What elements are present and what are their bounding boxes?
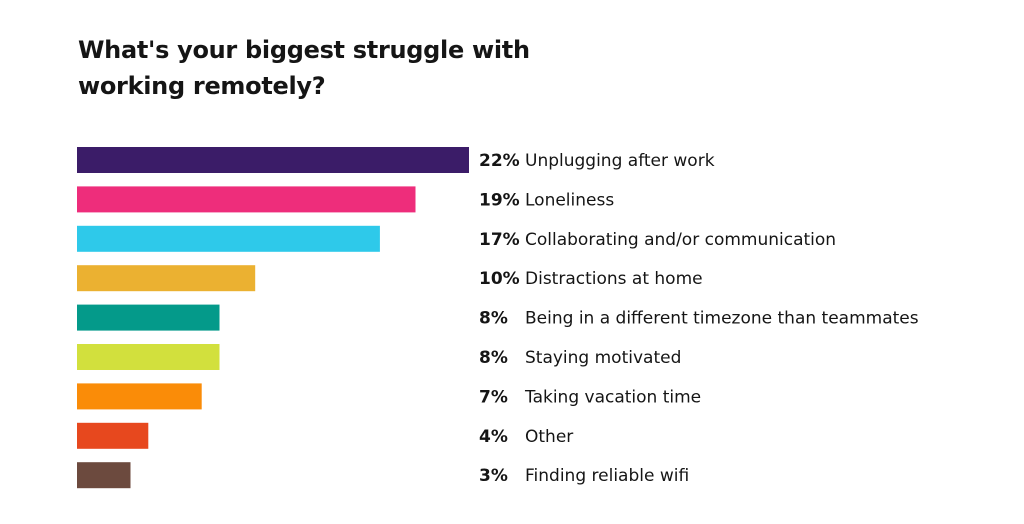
- bar-3: [77, 225, 380, 252]
- value-label-4: 10%: [479, 269, 520, 289]
- value-label-2: 19%: [479, 190, 520, 210]
- bar-4: [77, 265, 256, 292]
- category-label-3: Collaborating and/or communication: [525, 230, 836, 250]
- category-label-4: Distractions at home: [525, 269, 703, 289]
- value-label-6: 8%: [479, 348, 508, 368]
- category-label-5: Being in a different timezone than teamm…: [525, 309, 919, 329]
- bar-2: [77, 186, 416, 213]
- category-label-1: Unplugging after work: [525, 151, 715, 171]
- bar-9: [77, 462, 131, 489]
- bar-1: [77, 147, 469, 173]
- value-label-9: 3%: [479, 466, 508, 486]
- bar-6: [77, 344, 220, 370]
- category-label-9: Finding reliable wifi: [525, 466, 689, 486]
- value-label-5: 8%: [479, 309, 508, 329]
- value-label-3: 17%: [479, 230, 520, 250]
- category-label-7: Taking vacation time: [524, 387, 701, 407]
- category-label-2: Loneliness: [525, 190, 614, 210]
- value-label-8: 4%: [479, 427, 508, 447]
- value-label-7: 7%: [479, 387, 508, 407]
- category-label-6: Staying motivated: [525, 348, 681, 368]
- category-label-8: Other: [525, 427, 573, 447]
- value-label-1: 22%: [479, 151, 520, 171]
- chart-title: What's your biggest struggle with workin…: [78, 36, 530, 100]
- bar-7: [77, 383, 202, 410]
- bar-5: [77, 304, 220, 331]
- bar-8: [77, 422, 149, 449]
